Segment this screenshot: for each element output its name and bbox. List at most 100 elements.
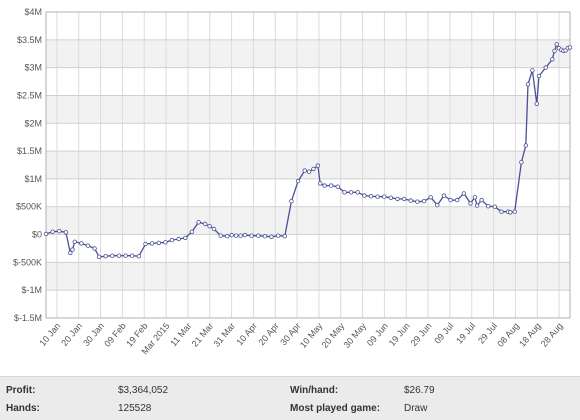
- data-point: [289, 198, 294, 204]
- data-point: [43, 231, 49, 237]
- data-point: [523, 143, 528, 148]
- data-point: [311, 166, 316, 172]
- data-point: [123, 253, 128, 258]
- data-point: [348, 190, 354, 195]
- data-point: [189, 229, 195, 234]
- data-point: [92, 246, 97, 251]
- plot-band: [46, 262, 570, 291]
- y-tick-label: $3.5M: [17, 35, 42, 45]
- plot-band: [46, 123, 570, 152]
- data-point: [163, 240, 168, 245]
- plot-band: [46, 67, 570, 96]
- data-point: [79, 241, 84, 246]
- data-point: [329, 183, 334, 188]
- data-point: [242, 232, 248, 238]
- data-point: [249, 233, 254, 238]
- data-point: [196, 220, 201, 225]
- plot-band: [46, 95, 570, 124]
- data-point: [116, 253, 122, 258]
- data-point: [486, 203, 491, 209]
- data-point: [233, 233, 239, 238]
- data-point: [276, 233, 281, 238]
- x-tick-label: 30 May: [341, 320, 368, 349]
- data-point: [461, 191, 467, 196]
- data-point: [543, 65, 548, 70]
- data-point: [218, 233, 223, 238]
- data-point: [382, 194, 387, 199]
- data-point: [474, 203, 480, 208]
- data-point: [143, 241, 148, 247]
- x-tick-label: 18 Aug: [517, 321, 543, 349]
- x-tick-label: 09 Jul: [432, 321, 455, 346]
- data-point: [202, 221, 208, 227]
- data-point: [136, 254, 142, 259]
- data-point: [525, 82, 531, 87]
- data-point: [554, 42, 559, 47]
- data-point: [335, 184, 340, 189]
- data-point: [318, 181, 323, 186]
- data-point: [207, 223, 212, 229]
- y-tick-label: $2.5M: [17, 90, 42, 100]
- data-point: [448, 197, 453, 203]
- data-point: [68, 250, 73, 256]
- profit-chart: 10 Jan 20 Jan 30 Jan 09 Feb 19 Feb Mar 2015 11…: [13, 7, 573, 356]
- x-tick-label: 21 Mar: [190, 321, 216, 349]
- data-point: [421, 198, 427, 204]
- data-point: [183, 235, 188, 241]
- data-point: [315, 163, 321, 168]
- data-point: [176, 236, 181, 242]
- data-point: [508, 210, 513, 215]
- y-tick-label: $4M: [24, 7, 42, 17]
- data-point: [368, 193, 374, 199]
- data-point: [499, 209, 504, 214]
- data-point: [455, 197, 460, 203]
- win-per-hand-label: Win/hand:: [290, 385, 339, 396]
- win-per-hand-value: $26.79: [404, 385, 435, 396]
- x-tick-label: 29 Jun: [409, 321, 434, 348]
- data-point: [519, 159, 524, 165]
- data-point: [57, 228, 62, 234]
- data-point: [306, 169, 312, 174]
- y-tick-label: $-1.5M: [14, 313, 42, 323]
- x-tick-label: 30 Jan: [81, 321, 106, 348]
- data-point: [552, 48, 557, 54]
- plot-band: [46, 39, 570, 68]
- x-tick-label: 31 Mar: [211, 321, 237, 349]
- data-point: [472, 195, 478, 200]
- data-point: [375, 194, 380, 199]
- data-point: [492, 204, 497, 209]
- y-tick-label: $0: [32, 230, 42, 240]
- data-point: [70, 247, 75, 252]
- x-tick-label: 20 Jan: [59, 321, 84, 348]
- data-point: [479, 197, 484, 203]
- x-tick-label: 09 Feb: [102, 321, 128, 349]
- data-point: [211, 226, 217, 232]
- data-point: [534, 101, 539, 106]
- data-point: [362, 193, 367, 198]
- data-point: [395, 196, 400, 202]
- data-point: [156, 240, 161, 246]
- data-point: [50, 229, 55, 234]
- y-tick-label: $3M: [24, 63, 42, 73]
- data-point: [435, 202, 440, 208]
- data-point: [269, 234, 274, 239]
- data-point: [295, 178, 301, 184]
- x-tick-label: 19 Jun: [387, 321, 412, 348]
- x-tick-label: 11 Mar: [168, 321, 193, 348]
- data-point: [129, 253, 135, 258]
- data-point: [322, 183, 327, 188]
- data-point: [530, 68, 535, 73]
- plot-band: [46, 178, 570, 207]
- data-point: [169, 237, 175, 243]
- y-tick-label: $-500K: [13, 257, 42, 267]
- x-tick-label: 28 Aug: [539, 321, 565, 349]
- plot-band: [46, 290, 570, 318]
- data-point: [256, 233, 261, 238]
- x-tick-label: 19 Jul: [454, 321, 477, 346]
- data-point: [567, 45, 573, 50]
- data-point: [229, 232, 234, 238]
- data-point: [536, 73, 542, 79]
- most-played-game-label: Most played game:: [290, 403, 381, 414]
- plot-border: [45, 11, 571, 319]
